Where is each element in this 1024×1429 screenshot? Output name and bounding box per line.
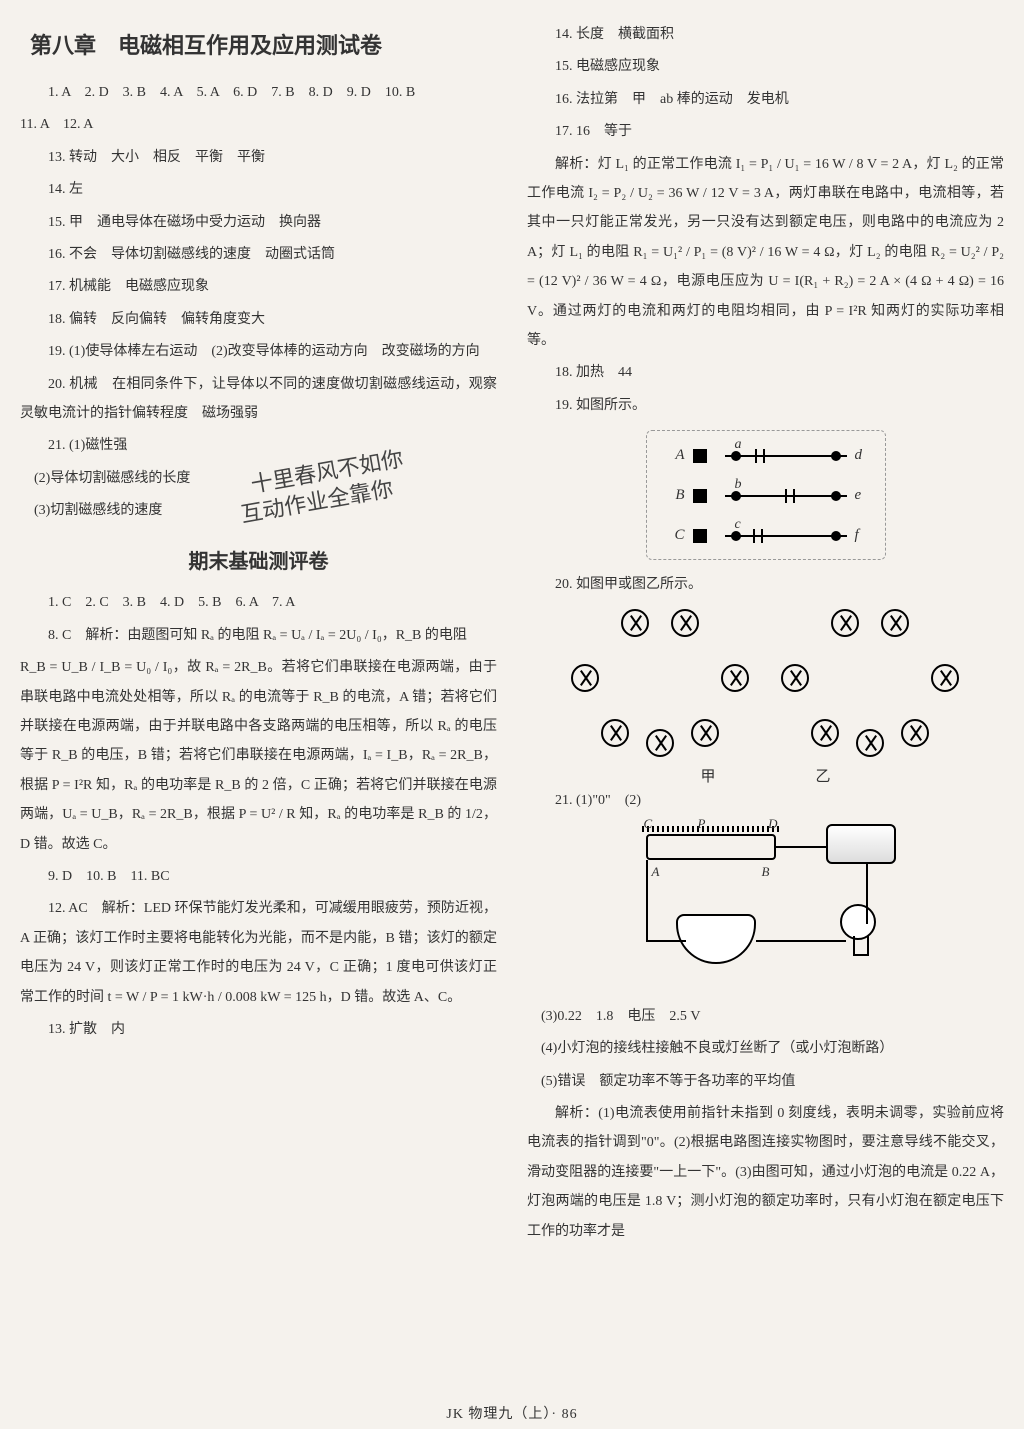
r-expl21: 解析：(1)电流表使用前指针未指到 0 刻度线，表明未调零，实验前应将电流表的指… [527,1099,1004,1246]
d21-P: P [698,816,706,832]
r-q15: 15. 电磁感应现象 [527,52,1004,81]
q8a: 8. C 解析：由题图可知 Rₐ 的电阻 Rₐ = Uₐ / Iₐ = 2U₀ … [20,621,497,650]
q21a: 21. (1)磁性强 [20,431,497,460]
page-footer: JK 物理九（上）· 86 [0,1403,1024,1423]
d19-row1-left: B [657,487,685,504]
r-q21e: (5)错误 额定功率不等于各功率的平均值 [527,1067,1004,1096]
r-q18: 18. 加热 44 [527,358,1004,387]
mc-answers-2: 11. A 12. A [20,110,497,139]
r-q20: 20. 如图甲或图乙所示。 [527,570,1004,599]
r-expl17: 解析：灯 L₁ 的正常工作电流 I₁ = P₁ / U₁ = 16 W / 8 … [527,150,1004,356]
q19: 19. (1)使导体棒左右运动 (2)改变导体棒的运动方向 改变磁场的方向 [20,337,497,366]
cap20a: 甲 [700,765,715,786]
diagram-q20 [527,609,1004,759]
q9-11: 9. D 10. B 11. BC [20,862,497,891]
q16: 16. 不会 导体切割磁感线的速度 动圈式话筒 [20,240,497,269]
d21-D: D [768,816,777,832]
d21-A: A [652,864,660,880]
d19-row2-right: f [855,527,875,544]
q17: 17. 机械能 电磁感应现象 [20,272,497,301]
section2-title: 期末基础测评卷 [20,545,497,574]
r-q19: 19. 如图所示。 [527,391,1004,420]
r-q17: 17. 16 等于 [527,117,1004,146]
cap20b: 乙 [816,765,831,786]
mc2-answers-1: 1. C 2. C 3. B 4. D 5. B 6. A 7. A [20,588,497,617]
q8b: R_B = U_B / I_B = U₀ / I₀，故 Rₐ = 2R_B。若将… [20,653,497,859]
d21-C: C [644,816,653,832]
d19-row1-right: e [855,487,875,504]
mc-answers-1: 1. A 2. D 3. B 4. A 5. A 6. D 7. B 8. D … [20,78,497,107]
q15: 15. 甲 通电导体在磁场中受力运动 换向器 [20,208,497,237]
q18: 18. 偏转 反向偏转 偏转角度变大 [20,305,497,334]
q20: 20. 机械 在相同条件下，让导体以不同的速度做切割磁感线运动，观察灵敏电流计的… [20,370,497,429]
d19-row0-left: A [657,447,685,464]
chapter-title: 第八章 电磁相互作用及应用测试卷 [30,28,497,60]
d19-row2-left: C [657,527,685,544]
q12: 12. AC 解析：LED 环保节能灯发光柔和，可减缓用眼疲劳，预防近视，A 正… [20,894,497,1012]
q14: 14. 左 [20,175,497,204]
diagram-q19: A a d B b e [646,430,886,560]
r-q21: 21. (1)"0" (2) [527,786,1004,815]
q13: 13. 转动 大小 相反 平衡 平衡 [20,143,497,172]
d19-row0-right: d [855,447,875,464]
r-q14: 14. 长度 横截面积 [527,20,1004,49]
diagram-q21: C P D A B [616,824,916,994]
r-q16: 16. 法拉第 甲 ab 棒的运动 发电机 [527,85,1004,114]
r-q21c: (3)0.22 1.8 电压 2.5 V [527,1002,1004,1031]
r-q21d: (4)小灯泡的接线柱接触不良或灯丝断了（或小灯泡断路） [527,1034,1004,1063]
q13b: 13. 扩散 内 [20,1015,497,1044]
d21-B: B [762,864,770,880]
